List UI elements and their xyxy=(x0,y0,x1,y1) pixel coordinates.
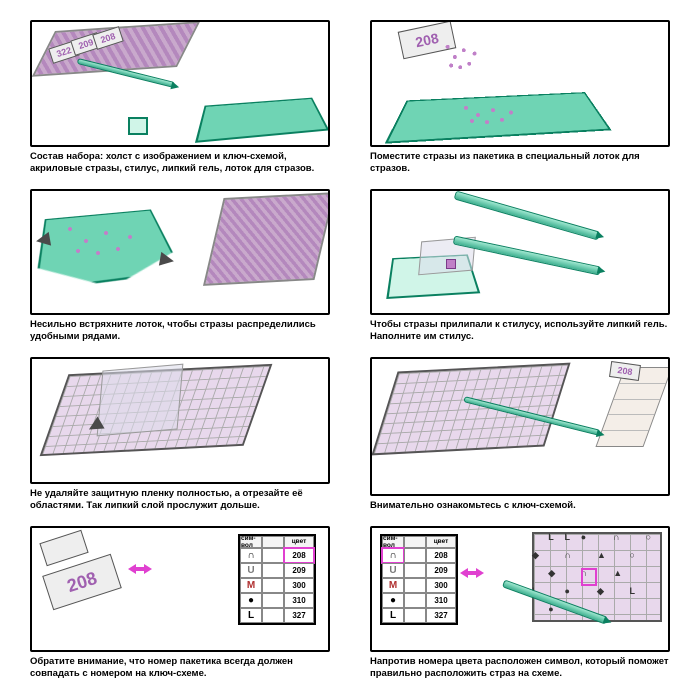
code-208: 208 xyxy=(284,548,314,563)
key-table: сим-волцвет ∩208 U209 M300 ●310 L327 xyxy=(238,534,316,625)
step-3: Несильно встряхните лоток, чтобы стразы … xyxy=(30,189,330,344)
step-3-illustration xyxy=(30,189,330,316)
canvas-symbols: LL●∩○ ◆∩▲○ ◆∩▲ L●◆L ● xyxy=(532,532,662,622)
step-1-illustration: 322 209 208 xyxy=(30,20,330,147)
bead-icon xyxy=(446,259,456,269)
match-arrow-icon xyxy=(458,566,486,580)
step-4-illustration xyxy=(370,189,670,316)
step-6-caption: Внимательно ознакомьтесь с ключ-схемой. xyxy=(370,500,670,512)
step-8: сим-волцвет ∩208 U209 M300 ●310 L327 LL●… xyxy=(370,526,670,681)
step-1-caption: Состав набора: холст с изображением и кл… xyxy=(30,151,330,175)
step-5-illustration xyxy=(30,357,330,484)
step-2: 208 Поместите стразы из пакетика в специ… xyxy=(370,20,670,175)
step-7-illustration: 208 сим-волцвет ∩208 U209 M300 ●310 L327 xyxy=(30,526,330,653)
sym-208: ∩ xyxy=(382,548,404,563)
step-4-caption: Чтобы стразы прилипали к стилусу, исполь… xyxy=(370,319,670,343)
step-2-illustration: 208 xyxy=(370,20,670,147)
step-7-caption: Обратите внимание, что номер пакетика вс… xyxy=(30,656,330,680)
step-8-illustration: сим-волцвет ∩208 U209 M300 ●310 L327 LL●… xyxy=(370,526,670,653)
step-6: 208 Внимательно ознакомьтесь с ключ-схем… xyxy=(370,357,670,512)
step-5-caption: Не удаляйте защитную пленку полностью, а… xyxy=(30,488,330,512)
step-8-caption: Напротив номера цвета расположен символ,… xyxy=(370,656,670,680)
step-7: 208 сим-волцвет ∩208 U209 M300 ●310 L327… xyxy=(30,526,330,681)
step-1: 322 209 208 Состав набора: холст с изобр… xyxy=(30,20,330,175)
step-2-caption: Поместите стразы из пакетика в специальн… xyxy=(370,151,670,175)
packet-icon xyxy=(39,529,88,565)
match-arrow-icon xyxy=(126,562,154,576)
step-6-illustration: 208 xyxy=(370,357,670,496)
key-table: сим-волцвет ∩208 U209 M300 ●310 L327 xyxy=(380,534,458,625)
step-3-caption: Несильно встряхните лоток, чтобы стразы … xyxy=(30,319,330,343)
packet-icon: 208 xyxy=(609,361,641,381)
instruction-grid: 322 209 208 Состав набора: холст с изобр… xyxy=(30,20,670,680)
step-5: Не удаляйте защитную пленку полностью, а… xyxy=(30,357,330,512)
step-4: Чтобы стразы прилипали к стилусу, исполь… xyxy=(370,189,670,344)
